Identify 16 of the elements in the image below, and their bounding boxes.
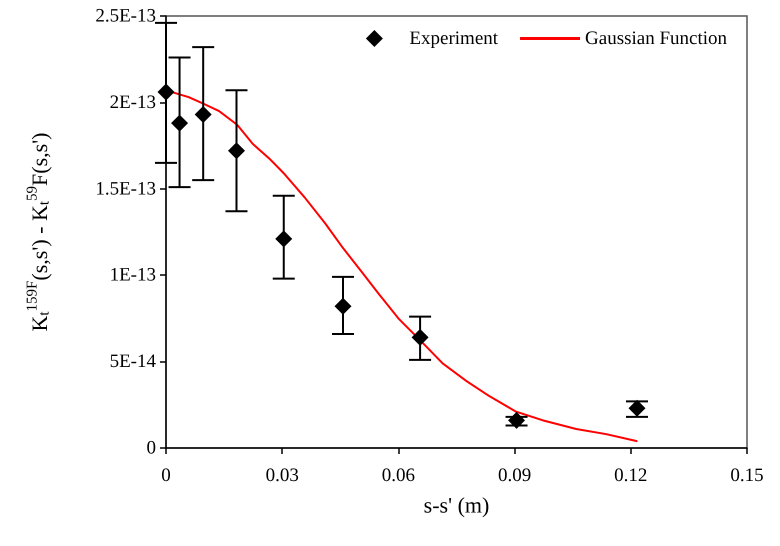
x-tick-label: 0.03 [266, 465, 299, 486]
y-tick-label: 2E-13 [110, 92, 156, 113]
x-tick-label: 0.12 [614, 465, 648, 486]
y-tick-label: 0 [146, 438, 156, 458]
x-tick-label: 0.15 [730, 465, 764, 486]
x-axis-title: s-s' (m) [424, 492, 490, 518]
y-tick-label: 5E-14 [110, 351, 156, 372]
y-axis-title: Kt159F(s,s') - Kt59F(s,s') [24, 132, 52, 332]
legend-label: Experiment [409, 28, 499, 49]
y-tick-label: 2.5E-13 [95, 6, 156, 26]
x-tick-label: 0.09 [498, 465, 532, 486]
legend-label: Gaussian Function [585, 28, 728, 49]
x-tick-label: 0 [161, 465, 171, 486]
y-tick-label: 1E-13 [110, 264, 156, 286]
y-tick-label: 1.5E-13 [95, 178, 156, 200]
x-tick-label: 0.06 [382, 465, 416, 486]
